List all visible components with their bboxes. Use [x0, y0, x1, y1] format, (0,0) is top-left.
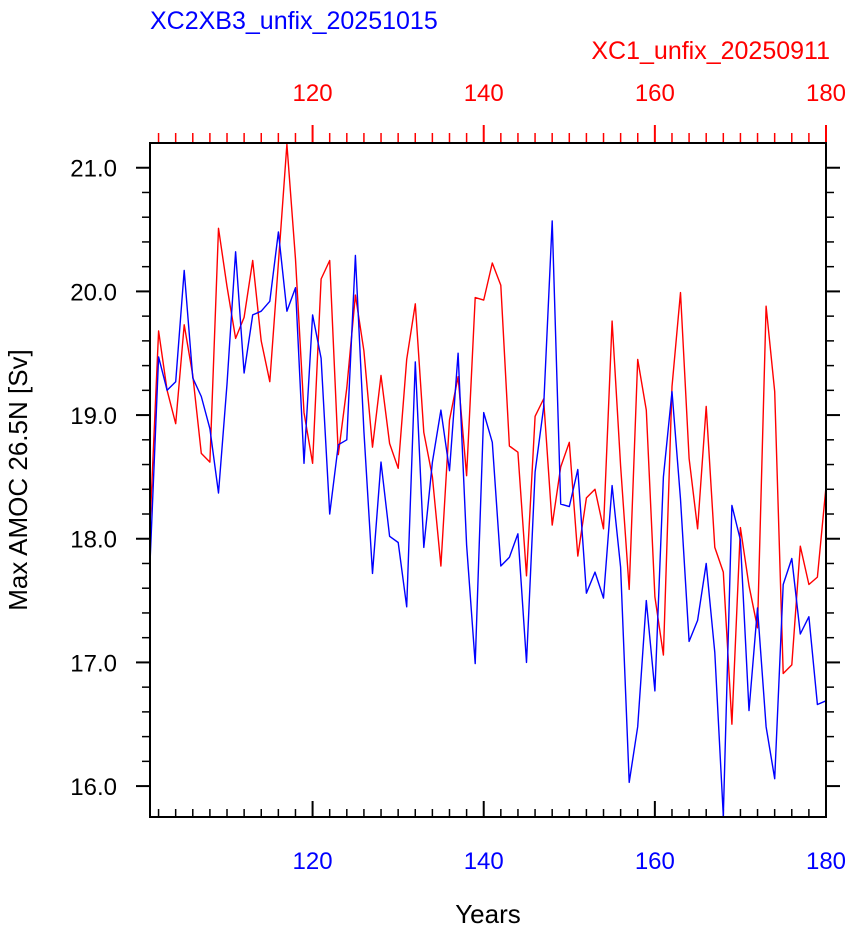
series-line-xc1	[149, 143, 827, 725]
y-tick-label: 19.0	[70, 403, 117, 430]
series-line-xc2xb3	[149, 220, 827, 817]
series-lines	[149, 143, 827, 817]
x-tick-label-top: 120	[293, 80, 333, 107]
bottom-series-title: XC2XB3_unfix_20251015	[150, 7, 438, 35]
x-tick-label-bottom: 140	[464, 848, 504, 875]
y-tick-label: 21.0	[70, 156, 117, 183]
y-tick-label: 16.0	[70, 774, 117, 801]
y-axis-label: Max AMOC 26.5N [Sv]	[3, 349, 33, 611]
x-axis-label: Years	[455, 899, 521, 929]
x-tick-label-top: 160	[635, 80, 675, 107]
y-tick-label: 17.0	[70, 650, 117, 677]
axis-ticks: 120 120 140 140 160 160 180 180 16.0 17.0 18.0 19.0…	[70, 80, 846, 875]
y-tick-label: 20.0	[70, 279, 117, 306]
x-tick-label-top: 140	[464, 80, 504, 107]
x-tick-label-bottom: 160	[635, 848, 675, 875]
y-tick-label: 18.0	[70, 527, 117, 554]
x-tick-label-top: 180	[806, 80, 846, 107]
top-series-title: XC1_unfix_20250911	[591, 37, 830, 65]
plot-frame	[149, 142, 827, 818]
x-tick-label-bottom: 120	[293, 848, 333, 875]
x-tick-label-bottom: 180	[806, 848, 846, 875]
